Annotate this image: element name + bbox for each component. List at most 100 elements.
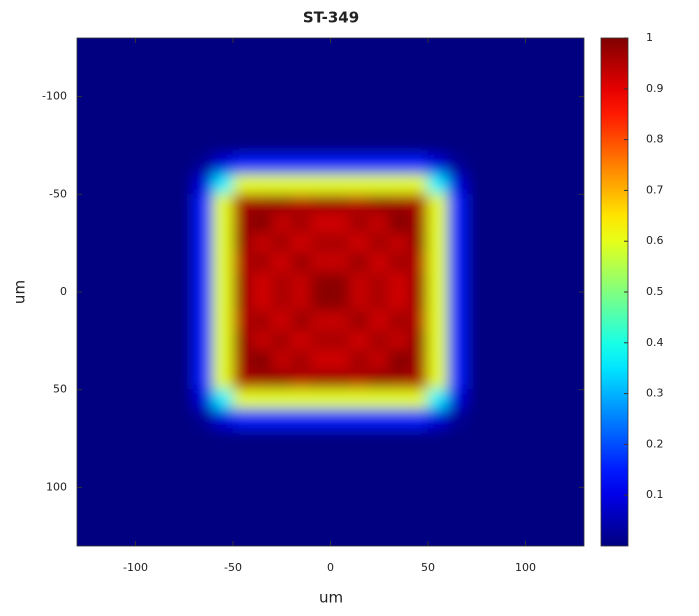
heat-cell xyxy=(310,311,331,332)
heat-cell xyxy=(466,57,487,78)
heat-cell xyxy=(154,467,175,488)
heat-cell xyxy=(115,232,136,254)
heat-cell xyxy=(388,525,409,546)
heat-cell xyxy=(77,291,97,313)
heat-cell xyxy=(505,486,526,508)
heat-cell xyxy=(369,252,390,273)
heat-cell xyxy=(505,525,526,546)
heat-cell xyxy=(135,213,156,234)
heat-cell xyxy=(525,193,546,215)
heat-cell xyxy=(252,174,273,195)
heat-cell xyxy=(193,350,214,371)
heat-cell xyxy=(466,271,487,293)
heat-cell xyxy=(174,115,195,137)
heat-cell xyxy=(564,506,584,527)
heat-cell xyxy=(310,389,331,410)
heat-cell xyxy=(174,369,195,391)
heat-cell xyxy=(77,174,97,195)
heat-cell xyxy=(525,154,546,176)
heat-cell xyxy=(447,506,468,527)
heat-cell xyxy=(154,350,175,371)
heat-cell xyxy=(466,389,487,410)
heat-cell xyxy=(77,154,97,176)
heat-cell xyxy=(486,525,507,546)
heat-cell xyxy=(544,369,565,391)
heat-cell xyxy=(310,467,331,488)
heat-cell xyxy=(408,369,429,391)
heat-cell xyxy=(466,174,487,195)
heat-cell xyxy=(154,486,175,508)
heat-cell xyxy=(174,38,195,59)
heat-cell xyxy=(115,525,136,546)
heat-cell xyxy=(486,96,507,117)
heat-cell xyxy=(388,271,409,293)
heat-cell xyxy=(330,408,351,430)
heat-cell xyxy=(330,57,351,78)
heat-cell xyxy=(447,193,468,215)
heat-cell xyxy=(486,271,507,293)
heat-cell xyxy=(135,506,156,527)
heat-cell xyxy=(213,154,234,176)
heat-cell xyxy=(544,57,565,78)
heat-cell xyxy=(388,291,409,313)
heat-cell xyxy=(564,408,584,430)
heat-cell xyxy=(174,135,195,156)
heat-cell xyxy=(96,311,117,332)
heat-cell xyxy=(447,447,468,469)
heat-cell xyxy=(486,174,507,195)
heat-cell xyxy=(466,369,487,391)
heat-cell xyxy=(271,447,292,469)
heat-cell xyxy=(96,193,117,215)
heat-cell xyxy=(174,408,195,430)
heat-cell xyxy=(135,174,156,195)
heat-cell xyxy=(427,135,448,156)
y-tick-label: -50 xyxy=(49,187,67,200)
heat-cell xyxy=(174,193,195,215)
heat-cell xyxy=(174,291,195,313)
x-tick-label: -100 xyxy=(123,561,148,574)
heat-cell xyxy=(154,115,175,137)
heat-cell xyxy=(115,252,136,273)
heat-cell xyxy=(486,467,507,488)
heat-cell xyxy=(388,213,409,234)
heat-cell xyxy=(369,135,390,156)
heat-cell xyxy=(271,76,292,98)
heat-cell xyxy=(135,311,156,332)
heat-cell xyxy=(174,350,195,371)
heat-cell xyxy=(310,486,331,508)
heat-cell xyxy=(232,38,253,59)
heat-cell xyxy=(193,271,214,293)
heat-cell xyxy=(447,467,468,488)
heat-cell xyxy=(154,271,175,293)
heat-cell xyxy=(447,408,468,430)
heat-cell xyxy=(505,467,526,488)
heat-cell xyxy=(291,369,312,391)
heat-cell xyxy=(525,38,546,59)
heat-cell xyxy=(427,174,448,195)
heat-cell xyxy=(271,57,292,78)
heat-cell xyxy=(232,271,253,293)
heat-cell xyxy=(193,135,214,156)
heat-cell xyxy=(115,486,136,508)
heat-cell xyxy=(369,115,390,137)
heat-cell xyxy=(564,193,584,215)
heat-cell xyxy=(349,428,370,449)
heat-cell xyxy=(544,271,565,293)
heat-cell xyxy=(544,252,565,273)
heat-cell xyxy=(174,447,195,469)
heat-cell xyxy=(271,271,292,293)
heat-cell xyxy=(96,232,117,254)
heat-cell xyxy=(193,291,214,313)
heat-cell xyxy=(310,193,331,215)
heat-cell xyxy=(447,232,468,254)
heat-cell xyxy=(271,96,292,117)
colorbar-tick-label: 0.5 xyxy=(646,285,664,298)
heat-cell xyxy=(544,115,565,137)
heat-cell xyxy=(349,174,370,195)
heat-cell xyxy=(486,369,507,391)
heat-cell xyxy=(232,57,253,78)
heat-cell xyxy=(115,174,136,195)
heat-cell xyxy=(408,408,429,430)
heat-cell xyxy=(388,57,409,78)
heat-cell xyxy=(135,330,156,352)
